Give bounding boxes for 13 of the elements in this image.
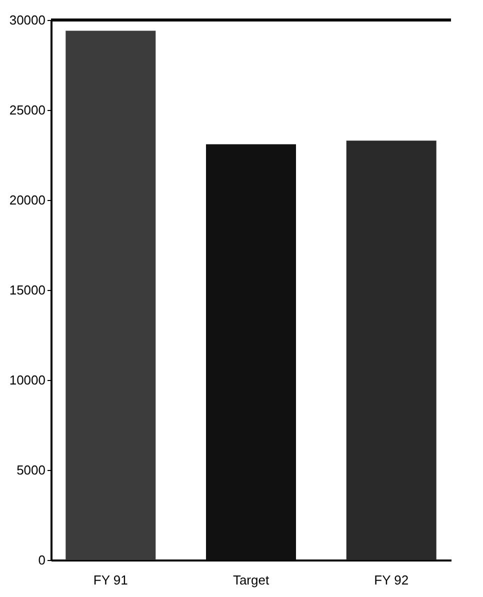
y-tick-label: 30000 xyxy=(9,12,46,28)
bar xyxy=(66,30,156,560)
y-tick-label: 5000 xyxy=(16,462,46,478)
y-tick-label: 15000 xyxy=(9,282,46,298)
y-tick-label: 0 xyxy=(38,552,46,568)
y-tick-label: 20000 xyxy=(9,192,46,208)
bar xyxy=(346,140,436,560)
y-tick-label: 10000 xyxy=(9,372,46,388)
x-tick-label: FY 91 xyxy=(93,572,128,588)
bar xyxy=(206,144,296,560)
y-tick-label: 25000 xyxy=(9,102,46,118)
x-tick-label: FY 92 xyxy=(374,572,409,588)
x-tick-label: Target xyxy=(232,572,270,588)
